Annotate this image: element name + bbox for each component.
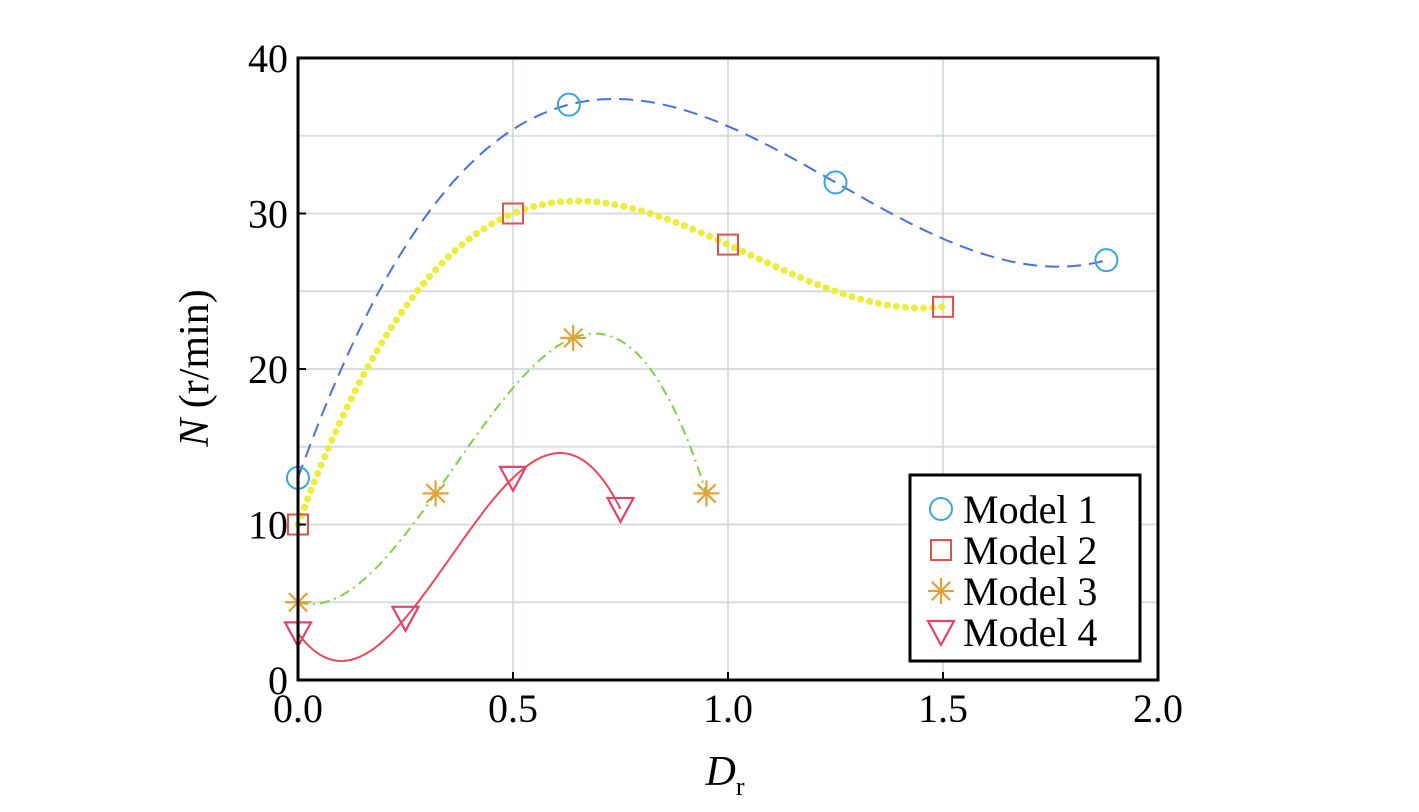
data-point-series-3	[422, 480, 449, 507]
data-point-series-1	[823, 170, 848, 195]
x-tick-label: 1.0	[703, 686, 753, 731]
data-point-series-1	[1094, 248, 1119, 273]
y-tick-label: 30	[248, 192, 288, 237]
data-point-series-2	[932, 295, 954, 318]
legend-marker-4	[926, 619, 956, 648]
data-point-series-3	[693, 480, 720, 507]
y-axis-ticks: 0 10 20 30 40	[248, 36, 306, 703]
data-point-series-4	[605, 496, 636, 525]
y-axis-label: N (r/min)	[172, 289, 218, 447]
x-tick-label: 2.0	[1133, 686, 1183, 731]
data-point-series-2	[717, 233, 739, 256]
series-line-1	[297, 97, 1107, 479]
x-axis-label-var: D	[704, 749, 735, 795]
x-tick-label: 0.0	[273, 686, 323, 731]
data-point-series-3	[560, 324, 587, 351]
legend-marker-2	[930, 539, 952, 561]
series-line-2	[294, 197, 947, 528]
fit-curves	[294, 97, 1107, 663]
series-line-3	[297, 332, 708, 606]
y-axis-label-var: N	[172, 417, 218, 448]
legend-label-3: Model 3	[963, 569, 1097, 614]
legend-label-1: Model 1	[963, 487, 1097, 532]
x-tick-label: 1.5	[918, 686, 968, 731]
legend-label-2: Model 2	[963, 528, 1097, 573]
data-point-series-4	[498, 465, 528, 494]
y-tick-label: 20	[248, 347, 288, 392]
data-markers	[283, 92, 1119, 649]
y-axis-label-unit: (r/min)	[172, 289, 218, 418]
y-tick-label: 0	[268, 658, 288, 703]
y-tick-label: 10	[248, 503, 288, 548]
legend-marker-1	[929, 497, 953, 521]
x-axis-label-sub: r	[736, 772, 745, 801]
x-axis-label: Dr	[704, 749, 744, 801]
x-tick-label: 0.5	[488, 686, 538, 731]
series-line-4	[297, 452, 622, 663]
legend-label-4: Model 4	[963, 610, 1097, 655]
data-point-series-4	[390, 605, 421, 634]
x-axis-ticks: 0.0 0.5 1.0 1.5 2.0	[273, 672, 1183, 731]
legend-marker-3	[928, 578, 954, 604]
y-tick-label: 40	[248, 36, 288, 81]
data-point-series-1	[556, 92, 581, 117]
data-point-series-2	[502, 202, 524, 225]
